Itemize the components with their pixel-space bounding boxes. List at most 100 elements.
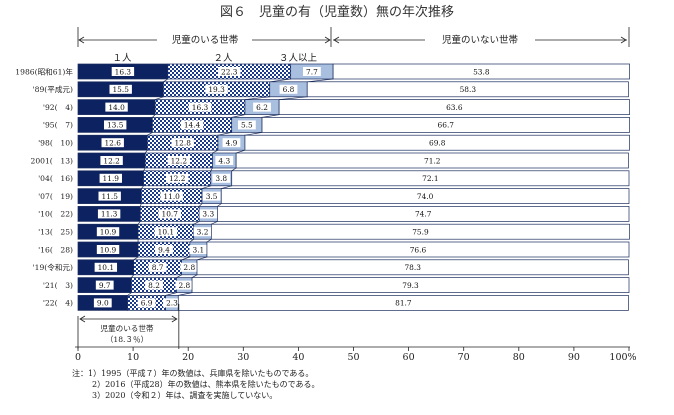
x-tick-label: 70 [458, 352, 470, 363]
connector-line [178, 292, 193, 296]
category-label: '95( 7) [43, 121, 73, 130]
connector-line [147, 132, 153, 136]
connector-line [279, 96, 308, 100]
connector-line [143, 167, 146, 171]
value-label-box [193, 227, 212, 237]
connector-line [244, 132, 263, 136]
value-label-box [93, 298, 112, 308]
category-label: '07( 19) [38, 192, 73, 201]
bar-no-children [231, 170, 630, 187]
value-label: 5.5 [241, 121, 253, 130]
value-label: 3.8 [215, 174, 227, 183]
value-label-box [163, 298, 181, 308]
value-label-box [160, 191, 183, 201]
connector-line [131, 274, 134, 278]
connector-line [176, 274, 182, 278]
value-label: 12.2 [171, 156, 187, 165]
connector-line [141, 185, 144, 189]
value-label-box [97, 209, 121, 219]
value-label-box [205, 84, 228, 94]
note-1: 注：1）1995（平成７）年の数値は、兵庫県を除いたものである。 [72, 368, 313, 378]
connector-line [212, 149, 219, 154]
connector-line [221, 185, 232, 189]
connector-line [155, 96, 164, 100]
value-label-box [96, 245, 120, 254]
value-label: 79.3 [402, 281, 419, 290]
connector-line [261, 114, 280, 118]
value-label: 12.2 [103, 156, 119, 165]
value-label: 9.7 [99, 281, 111, 290]
annotation-label: 児童のいる世帯 [100, 323, 154, 333]
x-tick-label: 30 [237, 352, 249, 363]
value-label: 72.1 [422, 174, 438, 183]
category-label: '92( 4) [43, 103, 73, 112]
value-label-box [109, 84, 132, 94]
value-label-box [218, 67, 241, 76]
value-label: 11.0 [163, 192, 180, 201]
category-label: '16( 28) [38, 245, 73, 254]
header-without-children: 児童のいない世帯 [442, 34, 519, 46]
value-label: 16.3 [115, 67, 132, 76]
value-label-box [99, 173, 122, 183]
value-label: 76.6 [410, 245, 427, 254]
value-label-box [96, 227, 120, 237]
connector-line [307, 78, 334, 83]
value-label: 10.9 [100, 245, 117, 254]
value-label-box [94, 262, 118, 272]
value-label: 6.8 [283, 85, 295, 94]
value-label-box [145, 280, 163, 290]
header-two-children: ２人 [213, 53, 233, 64]
bar-no-children [278, 99, 630, 115]
annotation-value: （18.３％） [106, 335, 148, 344]
value-label-box [105, 102, 128, 112]
value-label-box [98, 191, 121, 201]
connector-line [139, 203, 142, 207]
bar-no-children [235, 152, 629, 169]
value-label: 3.2 [197, 228, 209, 237]
value-label: 10.1 [158, 228, 174, 237]
x-tick-label: 50 [347, 352, 359, 363]
connector-line [217, 132, 232, 136]
connector-line [206, 238, 212, 243]
value-label: 7.7 [306, 67, 318, 76]
value-label-box [222, 138, 241, 148]
value-label: 10.7 [162, 210, 179, 219]
value-label: 74.0 [417, 192, 434, 201]
connector-line [189, 238, 194, 243]
value-label-box [95, 280, 114, 290]
bar-no-children [220, 188, 630, 204]
value-label-box [253, 102, 271, 112]
connector-line [201, 185, 211, 189]
value-label: 81.7 [395, 299, 412, 308]
x-tick-label: 20 [182, 352, 194, 363]
note-3: 3）2020（令和２）年は、調査を実施していない。 [92, 390, 277, 400]
connector-line [152, 114, 156, 118]
value-label-box [111, 67, 135, 76]
value-label: 19.3 [208, 85, 225, 94]
bar-no-children [306, 81, 629, 98]
value-label-box [202, 191, 221, 201]
value-label-box [180, 262, 199, 272]
value-label-box [103, 120, 127, 130]
value-label-box [215, 156, 234, 165]
value-label-box [180, 120, 204, 130]
value-label: 8.2 [148, 281, 160, 290]
category-label: 2001( 13) [30, 156, 73, 165]
value-label: 6.9 [141, 299, 153, 308]
note-2: 2）2016（平成28）年の数値は、熊本県を除いたものである。 [92, 379, 320, 389]
value-label: 71.2 [424, 156, 440, 165]
value-label: 63.6 [446, 103, 463, 112]
x-tick-label: 100% [609, 352, 636, 363]
reference-bracket [77, 304, 180, 349]
category-labels: 1986(昭和61)年 '89(平成元) '92( 4) '95( 7) '98( 10… [15, 66, 73, 307]
bar-no-children [177, 295, 629, 311]
category-label: '98( 10) [38, 139, 73, 148]
x-tick-label: 90 [568, 352, 580, 363]
connector-line [144, 149, 148, 154]
bar-no-children [332, 63, 630, 80]
category-label: '22( 4) [43, 299, 73, 308]
x-tick-label: 10 [127, 352, 139, 363]
connector-line [191, 274, 198, 278]
value-label: 53.8 [473, 67, 490, 76]
